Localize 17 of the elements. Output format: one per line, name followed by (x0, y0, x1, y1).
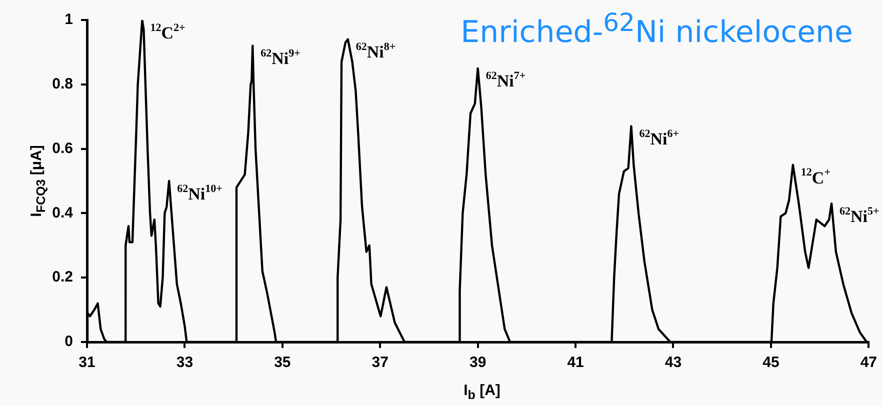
y-tick-label: 1 (64, 11, 73, 28)
x-tick-label: 39 (469, 354, 486, 372)
y-tick-label: 0.8 (52, 76, 73, 93)
x-tick-label: 41 (567, 354, 584, 372)
x-tick-label: 33 (176, 354, 194, 372)
x-tick-label: 47 (860, 354, 877, 372)
x-tick-label: 35 (274, 354, 291, 372)
chart-title: Enriched-$^{62}$Ni nickelocene (460, 8, 853, 50)
y-tick-label: 0.6 (52, 140, 73, 157)
y-tick-label: 0 (64, 333, 73, 350)
y-tick-label: 0.2 (52, 268, 73, 286)
x-tick-label: 31 (78, 354, 96, 372)
x-tick-label: 45 (762, 354, 780, 372)
y-tick-label: 0.4 (52, 204, 74, 222)
x-tick-label: 37 (372, 354, 388, 372)
x-axis-title: I$_{b}$ [A] (464, 382, 500, 402)
x-tick-label: 43 (664, 354, 682, 372)
